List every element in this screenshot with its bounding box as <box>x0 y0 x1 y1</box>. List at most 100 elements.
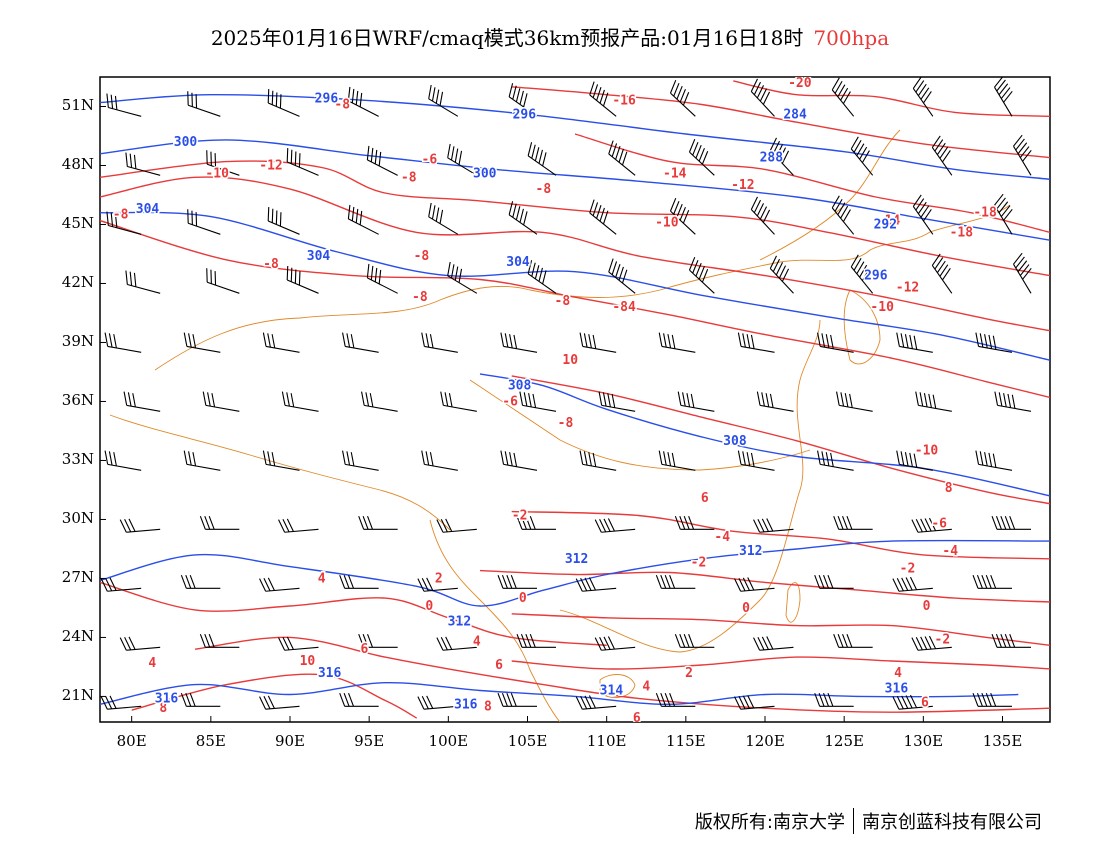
wind-barb <box>100 695 142 710</box>
lon-tick-label: 105E <box>507 732 548 750</box>
wind-barb <box>183 450 221 471</box>
wind-barb <box>608 258 636 294</box>
wind-barb <box>278 636 319 651</box>
wind-barb <box>508 201 538 235</box>
temperature-contour <box>194 636 1050 713</box>
tibet-border <box>109 414 451 531</box>
wind-barb <box>516 516 556 530</box>
wind-barb <box>516 633 556 648</box>
wind-barb <box>508 83 538 117</box>
lat-tick-label: 21N <box>61 686 94 705</box>
wind-barb <box>436 518 477 533</box>
temperature-contour-label: 8 <box>159 701 167 716</box>
wind-barb <box>737 332 775 353</box>
temperature-contour-label: 4 <box>894 666 902 681</box>
wind-barb <box>750 78 775 117</box>
temperature-contour <box>574 133 1050 234</box>
wind-barb <box>123 391 161 412</box>
temperature-contour-label: -4 <box>714 530 730 545</box>
temperature-contour-label: 4 <box>318 571 326 586</box>
wind-barb <box>831 195 855 235</box>
temperature-contour <box>511 613 1050 646</box>
wind-barb <box>674 516 715 530</box>
wind-barb <box>104 332 142 353</box>
wind-barb <box>608 140 636 176</box>
geopotential-contour-label: 304 <box>307 249 331 264</box>
wind-barb <box>366 263 398 294</box>
wind-barb <box>519 391 557 412</box>
wind-barb <box>125 152 161 176</box>
temperature-contour-label: -2 <box>900 562 916 577</box>
temperature-contour-label: 0 <box>742 601 750 616</box>
wind-barb <box>262 450 300 471</box>
wind-barb <box>262 332 300 353</box>
temperature-contour-label: -10 <box>655 216 679 231</box>
wind-barb <box>994 391 1032 412</box>
wind-barb <box>972 692 1012 707</box>
wind-barb <box>575 695 617 710</box>
wind-barb <box>688 138 715 176</box>
wind-barb <box>994 77 1013 117</box>
temperature-contour-label: -8 <box>334 98 350 113</box>
geopotential-contour-label: 316 <box>155 691 179 706</box>
wind-barb <box>814 574 854 589</box>
wind-barb <box>125 270 161 294</box>
geopotential-contour-label: 308 <box>723 434 747 449</box>
temperature-contour-label: -8 <box>401 170 417 185</box>
geopotential-contour-label: 316 <box>454 697 478 712</box>
wind-barb <box>850 254 874 294</box>
wind-barb <box>339 574 379 589</box>
credits-owner: 版权所有:南京大学 <box>694 812 845 833</box>
wind-barb <box>769 137 794 176</box>
wind-barb <box>278 518 319 533</box>
wind-barb <box>500 332 538 353</box>
wind-barb <box>259 695 300 710</box>
temperature-contour <box>131 673 418 719</box>
title-text: 2025年01月16日WRF/cmaq模式36km预报产品:01月16日18时 <box>210 26 804 50</box>
temperature-contour-label: 8 <box>484 699 492 714</box>
lon-tick-label: 135E <box>982 732 1023 750</box>
lat-tick-label: 24N <box>61 627 94 646</box>
wind-barb <box>756 391 794 412</box>
wind-barb <box>361 391 398 412</box>
temperature-contour <box>511 656 1050 670</box>
lon-tick-label: 80E <box>116 732 147 750</box>
wind-barb <box>358 516 398 530</box>
wind-barb <box>366 145 398 176</box>
wind-barb <box>655 574 696 589</box>
temperature-contour-label: 2 <box>435 571 443 586</box>
temperature-contour-label: -2 <box>691 556 707 571</box>
wind-barb <box>975 332 1013 353</box>
wind-barb <box>750 196 775 235</box>
wind-barb <box>912 194 934 235</box>
wind-barb <box>339 692 379 707</box>
geopotential-contour-label: 284 <box>783 107 807 122</box>
wind-barb <box>575 577 617 592</box>
wind-barb <box>972 574 1012 589</box>
lon-tick-label: 120E <box>745 732 785 750</box>
korea-outline <box>843 289 881 365</box>
temperature-contour-label: -8 <box>536 182 552 197</box>
temperature-contour <box>100 176 1050 332</box>
wind-barb <box>896 450 933 471</box>
temperature-contour-label: 6 <box>921 695 929 710</box>
wind-barb <box>991 633 1031 648</box>
wind-barb <box>912 77 934 117</box>
temperature-contour-label: -18 <box>950 225 974 240</box>
lat-tick-label: 51N <box>61 96 94 115</box>
wind-barb <box>911 635 952 651</box>
geopotential-contour-label: 304 <box>506 255 530 270</box>
temperature-contour <box>511 510 1050 560</box>
geopotential-contour <box>100 539 1050 607</box>
wind-barb <box>594 518 636 533</box>
wind-barb <box>417 577 458 592</box>
temperature-contour-label: -8 <box>558 416 574 431</box>
credits: 版权所有:南京大学 南京创蓝科技有限公司 <box>695 808 1042 834</box>
temperature-contour-label: 4 <box>642 680 650 695</box>
lat-tick-label: 27N <box>61 568 94 587</box>
wind-barb <box>734 695 775 710</box>
geopotential-contour-label: 316 <box>885 682 909 697</box>
province-borders <box>109 129 1011 722</box>
wind-barb <box>119 636 161 651</box>
wind-barb <box>500 450 538 471</box>
